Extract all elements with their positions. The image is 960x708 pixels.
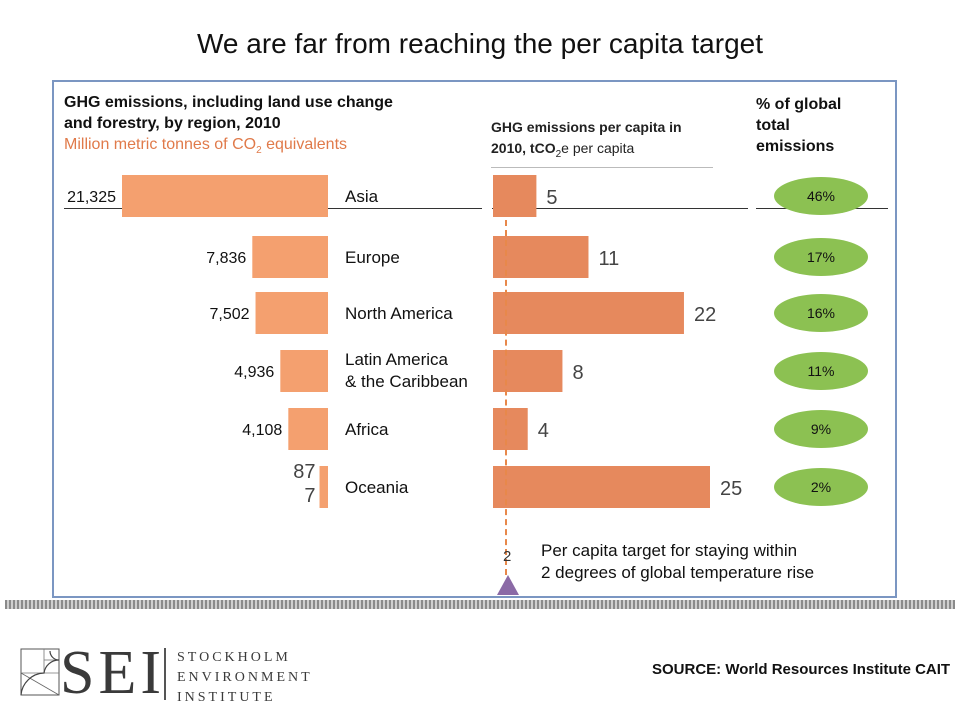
golden-spiral-logo-icon (20, 648, 60, 696)
asia-row-line-mid (492, 208, 748, 209)
target-legend-line1: Per capita target for staying within (541, 541, 798, 560)
total-bar (252, 236, 328, 278)
percent-ellipse (774, 238, 868, 276)
category-label: Asia (345, 187, 379, 206)
total-value-label: 4,108 (242, 422, 282, 439)
chart-frame (52, 80, 897, 598)
percent-label: 16% (807, 305, 835, 321)
right-header-line2: total (756, 117, 790, 134)
left-header: GHG emissions, including land use change… (64, 92, 393, 161)
total-bar (288, 408, 328, 450)
total-bar (280, 350, 328, 392)
slide-title: We are far from reaching the per capita … (197, 28, 763, 59)
percapita-bar (493, 236, 589, 278)
target-marker-icon (497, 575, 519, 595)
total-value-label: 21,325 (67, 189, 116, 206)
mid-header-underline (491, 167, 713, 168)
total-value-label: 7,502 (209, 306, 249, 323)
logo-line2: ENVIRONMENT (177, 670, 313, 685)
percapita-value-label: 4 (538, 420, 549, 442)
target-legend: Per capita target for staying within 2 d… (541, 540, 814, 584)
mid-header-line1: GHG emissions per capita in (491, 119, 682, 135)
subtitle-sub: 2 (256, 145, 262, 157)
subtitle-suffix: equivalents (261, 136, 348, 153)
mid-header-line2: 2010, tCO2e per capita (491, 138, 682, 165)
category-label: North America (345, 304, 453, 323)
percent-ellipse (774, 410, 868, 448)
percent-ellipse (774, 352, 868, 390)
category-label: Europe (345, 248, 400, 267)
logo-line3: INSTITUTE (177, 690, 276, 705)
subtitle-prefix: Million metric tonnes of CO (64, 136, 257, 153)
percapita-bar (493, 466, 710, 508)
percent-label: 9% (811, 421, 831, 437)
total-value-label: 87 (293, 461, 315, 483)
total-value-label: 7,836 (206, 250, 246, 267)
percent-ellipse (774, 177, 868, 215)
footer-divider (5, 600, 955, 609)
percapita-value-label: 22 (694, 304, 716, 326)
sei-logo-mark: SEI (60, 639, 165, 707)
percapita-bar (493, 408, 528, 450)
percent-ellipse (774, 294, 868, 332)
percapita-bar (493, 175, 537, 217)
target-legend-line2: 2 degrees of global temperature rise (541, 563, 815, 582)
percent-label: 2% (811, 479, 831, 495)
percapita-value-label: 8 (572, 362, 583, 384)
logo-line1: STOCKHOLM (177, 650, 291, 665)
left-header-subtitle: Million metric tonnes of CO2 equivalents (64, 136, 348, 157)
total-value-label: 7 (304, 485, 315, 507)
total-bar (319, 466, 328, 508)
logo-divider (164, 648, 166, 700)
percent-ellipse (774, 468, 868, 506)
percapita-bar (493, 350, 563, 392)
percapita-value-label: 25 (720, 478, 742, 500)
total-bar (122, 175, 328, 217)
source-note: SOURCE: World Resources Institute CAIT (652, 661, 951, 678)
percent-label: 17% (807, 249, 835, 265)
mid-line2-prefix: 2010, tCO (491, 140, 556, 156)
target-line (505, 220, 507, 575)
total-value-label: 4,936 (234, 364, 274, 381)
sei-logo-text: STOCKHOLM ENVIRONMENT INSTITUTE (177, 648, 313, 708)
target-value: 2 (503, 548, 512, 565)
mid-line2-suffix: e per capita (561, 140, 635, 156)
right-header-line1: % of global (756, 96, 842, 113)
percent-label: 46% (807, 188, 835, 204)
category-label: Latin America (345, 350, 449, 369)
category-label: Africa (345, 420, 389, 439)
left-header-line1: GHG emissions, including land use change (64, 94, 393, 111)
percapita-bar (493, 292, 684, 334)
right-header-line3: emissions (756, 138, 835, 155)
total-bar (255, 292, 328, 334)
percapita-value-label: 5 (546, 187, 557, 209)
percapita-value-label: 11 (598, 248, 619, 270)
category-label: & the Caribbean (345, 372, 468, 391)
left-header-line2: and forestry, by region, 2010 (64, 115, 281, 132)
right-header: % of global total emissions (756, 94, 841, 157)
mid-line2-sub: 2 (555, 148, 562, 160)
percent-label: 11% (808, 363, 835, 379)
category-label: Oceania (345, 478, 409, 497)
mid-header: GHG emissions per capita in 2010, tCO2e … (491, 117, 682, 165)
